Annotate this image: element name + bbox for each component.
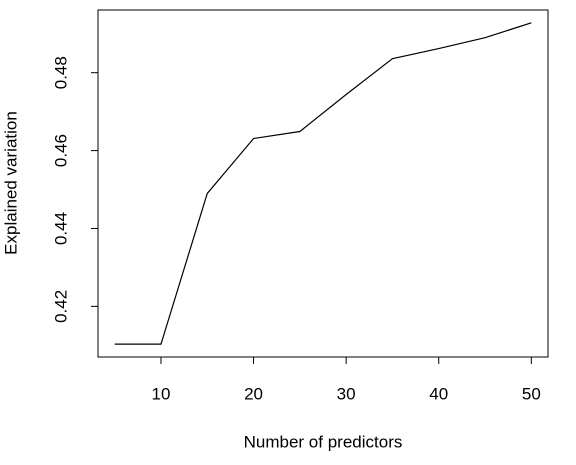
data-line: [114, 22, 532, 345]
x-tick-label: 40: [429, 384, 448, 403]
y-axis-title: Explained variation: [1, 111, 20, 255]
x-tick-label: 50: [522, 384, 541, 403]
x-axis-title: Number of predictors: [244, 432, 403, 451]
x-tick-label: 30: [337, 384, 356, 403]
plot-frame: [97, 9, 549, 358]
x-tick-label: 20: [244, 384, 263, 403]
x-tick-label: 10: [152, 384, 171, 403]
y-tick-label: 0.48: [51, 56, 70, 89]
y-tick-label: 0.42: [51, 290, 70, 323]
y-tick-label: 0.46: [51, 134, 70, 167]
y-tick-label: 0.44: [51, 212, 70, 245]
